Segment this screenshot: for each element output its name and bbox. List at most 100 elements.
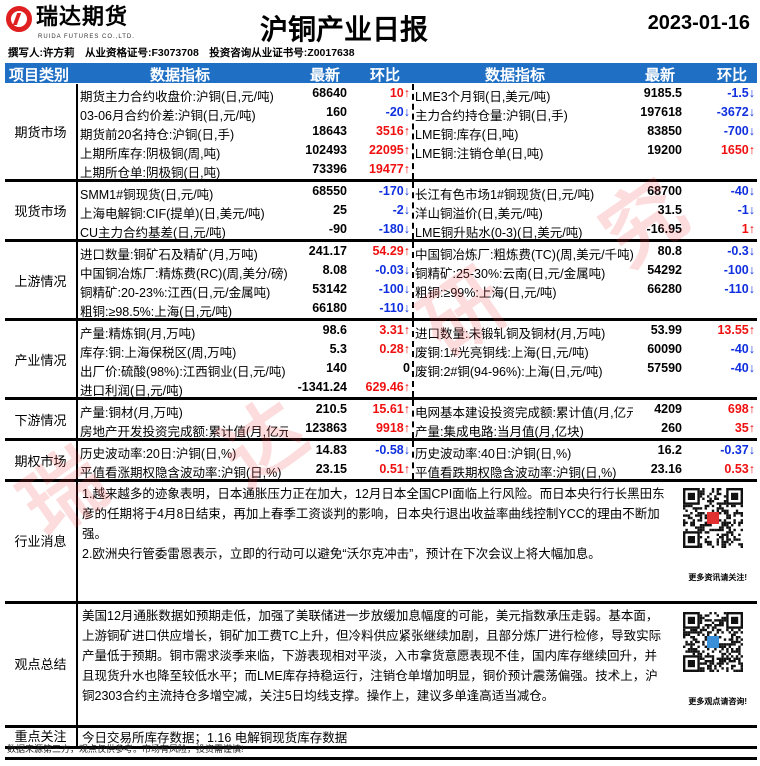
- qr-code-icon: [683, 612, 743, 672]
- section: 期货市场 期货主力合约收盘价:沪铜(日,元/吨) 68640 10↑ LME3个月铜(日…: [5, 84, 757, 182]
- indicator-name: 中国铜冶炼厂:粗炼费(TC)(周,美元/千吨): [415, 248, 633, 262]
- table-row: 进口利润(日,元/吨) -1341.24 629.46↑: [5, 378, 757, 398]
- category-label: 重点关注: [5, 728, 78, 746]
- indicator-name: CU主力合约基差(日,元/吨): [80, 226, 226, 240]
- latest-value: 68640: [312, 86, 347, 100]
- indicator-name: 期货主力合约收盘价:沪铜(日,元/吨): [80, 90, 274, 104]
- change-value: 19477↑: [368, 162, 410, 176]
- latest-value: 53.99: [650, 323, 682, 337]
- latest-value: 68700: [647, 184, 682, 198]
- change-value: 13.55↑: [717, 323, 755, 337]
- news-item: 1.越来越多的迹象表明，日本通胀压力正在加大，12月日本全国CPI面临上行风险。…: [82, 487, 665, 541]
- indicator-name: 产量:精炼铜(月,万吨): [80, 327, 196, 341]
- change-value: 54.29↑: [372, 244, 410, 258]
- col-latest: 最新: [310, 67, 341, 84]
- category-label: 期货市场: [5, 84, 78, 179]
- indicator-name: 03-06月合约价差:沪铜(日,元/吨): [80, 109, 256, 123]
- latest-value: -16.95: [646, 222, 682, 236]
- latest-value: 8.08: [322, 263, 347, 277]
- indicator-name: LME3个月铜(日,美元/吨): [415, 90, 551, 104]
- latest-value: 160: [326, 105, 347, 119]
- change-value: 0.28↑: [379, 342, 410, 356]
- table-row: CU主力合约基差(日,元/吨) -90 -180↓ LME铜升贴水(0-3)(日,美元…: [5, 220, 757, 240]
- latest-value: 18643: [312, 124, 347, 138]
- change-value: -700↓: [723, 124, 755, 138]
- section: 产业情况 产量:精炼铜(月,万吨) 98.6 3.31↑ 进口数量:未锻轧铜及铜材(月,…: [5, 321, 757, 400]
- latest-value: 241.17: [308, 244, 347, 258]
- divider: [412, 441, 414, 479]
- indicator-name: 长江有色市场1#铜现货(日,元/吨): [415, 188, 595, 202]
- latest-value: 197618: [640, 105, 682, 119]
- change-value: -1.5↓: [727, 86, 755, 100]
- latest-value: 210.5: [315, 402, 347, 416]
- divider: [412, 84, 414, 179]
- change-value: -180↓: [378, 222, 410, 236]
- indicator-name: 洋山铜溢价(日,美元/吨): [415, 207, 543, 221]
- indicator-name: 废铜:2#铜(94-96%):上海(日,元/吨): [415, 365, 603, 379]
- indicator-name: 进口数量:铜矿石及精矿(月,万吨): [80, 248, 258, 262]
- latest-value: 25: [333, 203, 347, 217]
- table-row: 库存:铜:上海保税区(周,万吨) 5.3 0.28↑ 废铜:1#光亮铜线:上海(日,元…: [5, 340, 757, 360]
- indicator-name: LME铜:库存(日,吨): [415, 128, 519, 142]
- latest-value: 31.5: [657, 203, 682, 217]
- latest-value: 14.83: [315, 443, 347, 457]
- latest-value: 23.16: [650, 462, 682, 476]
- indicator-name: 上期所库存:阴极铜(周,吨): [80, 147, 221, 161]
- change-value: -110↓: [724, 282, 755, 296]
- table-row: 历史波动率:20日:沪铜(日,%) 14.83 -0.58↓ 历史波动率:40日:沪铜…: [5, 441, 757, 461]
- latest-value: 98.6: [322, 323, 347, 337]
- change-value: 698↑: [727, 402, 755, 416]
- change-value: 0.51↑: [379, 462, 410, 476]
- latest-value: 66180: [312, 301, 347, 315]
- change-value: 3516↑: [375, 124, 410, 138]
- change-value: 629.46↑: [365, 380, 410, 394]
- indicator-name: 平值看涨期权隐含波动率:沪铜(日,%): [80, 466, 282, 480]
- table-row: 上海电解铜:CIF(提单)(日,美元/吨) 25 -2↓ 洋山铜溢价(日,美元/吨) 3…: [5, 201, 757, 221]
- category-label: 期权市场: [5, 441, 78, 479]
- change-value: -170↓: [378, 184, 410, 198]
- indicator-name: 库存:铜:上海保税区(周,万吨): [80, 346, 237, 360]
- latest-value: 260: [661, 421, 682, 435]
- table-row: 出厂价:硫酸(98%):江西铜业(日,元/吨) 140 0 废铜:2#铜(94-96%…: [5, 359, 757, 379]
- latest-value: 19200: [647, 143, 682, 157]
- author-line: 撰写人:许方莉 从业资格证号:F3073708 投资咨询从业证书号:Z00176…: [8, 47, 355, 59]
- change-value: -20↓: [385, 105, 410, 119]
- indicator-name: 电网基本建设投资完成额:累计值(月,亿元): [415, 406, 633, 420]
- col-latest-2: 最新: [645, 67, 676, 84]
- indicator-name: 废铜:1#光亮铜线:上海(日,元/吨): [415, 346, 589, 360]
- change-value: -40↓: [730, 342, 755, 356]
- disclaimer: 数据来源第三方，观点仅供参考。市场有风险，投资需谨慎!: [7, 744, 244, 754]
- indicator-name: 房地产开发投资完成额:累计值(月,亿元): [80, 425, 288, 439]
- summary-body: 美国12月通胀数据如预期走低，加强了美联储进一步放缓加息幅度的可能，美元指数承压…: [82, 609, 662, 703]
- change-value: 0: [403, 361, 410, 375]
- indicator-name: 历史波动率:20日:沪铜(日,%): [80, 447, 237, 461]
- divider: [412, 400, 414, 438]
- indicator-name: 出厂价:硫酸(98%):江西铜业(日,元/吨): [80, 365, 286, 379]
- latest-value: 83850: [647, 124, 682, 138]
- change-value: -110↓: [379, 301, 410, 315]
- qr-caption: 更多观点请咨询!: [688, 697, 747, 706]
- summary-section: 观点总结 美国12月通胀数据如预期走低，加强了美联储进一步放缓加息幅度的可能，美…: [5, 604, 757, 728]
- table-row: 期货前20名持仓:沪铜(日,手) 18643 3516↑ LME铜:库存(日,吨) 83…: [5, 122, 757, 142]
- latest-value: 140: [326, 361, 347, 375]
- category-label: 产业情况: [5, 321, 78, 397]
- table-row: 03-06月合约价差:沪铜(日,元/吨) 160 -20↓ 主力合约持仓量:沪铜(日,…: [5, 103, 757, 123]
- table-row: 上期所仓单:阴极铜(日,吨) 73396 19477↑: [5, 160, 757, 180]
- indicator-name: 期货前20名持仓:沪铜(日,手): [80, 128, 235, 142]
- indicator-name: 主力合约持仓量:沪铜(日,手): [415, 109, 568, 123]
- category-label: 行业消息: [5, 482, 78, 601]
- qr-code-icon: [683, 488, 743, 548]
- news-item: 2.欧洲央行管委雷恩表示，立即的行动可以避免“沃尔克冲击”，预计在下次会议上将大…: [82, 547, 601, 561]
- focus-section: 重点关注 今日交易所库存数据；1.16 电解铜现货库存数据: [5, 728, 757, 749]
- latest-value: 60090: [647, 342, 682, 356]
- news-body: 1.越来越多的迹象表明，日本通胀压力正在加大，12月日本全国CPI面临上行风险。…: [80, 482, 757, 568]
- table-row: 期货主力合约收盘价:沪铜(日,元/吨) 68640 10↑ LME3个月铜(日,美元/…: [5, 84, 757, 104]
- latest-value: 80.8: [657, 244, 682, 258]
- category-label: 上游情况: [5, 242, 78, 318]
- latest-value: 68550: [312, 184, 347, 198]
- indicator-name: 上期所仓单:阴极铜(日,吨): [80, 166, 221, 180]
- indicator-name: 平值看跌期权隐含波动率:沪铜(日,%): [415, 466, 617, 480]
- latest-value: 23.15: [315, 462, 347, 476]
- indicator-name: SMM1#铜现货(日,元/吨): [80, 188, 214, 202]
- category-label: 下游情况: [5, 400, 78, 438]
